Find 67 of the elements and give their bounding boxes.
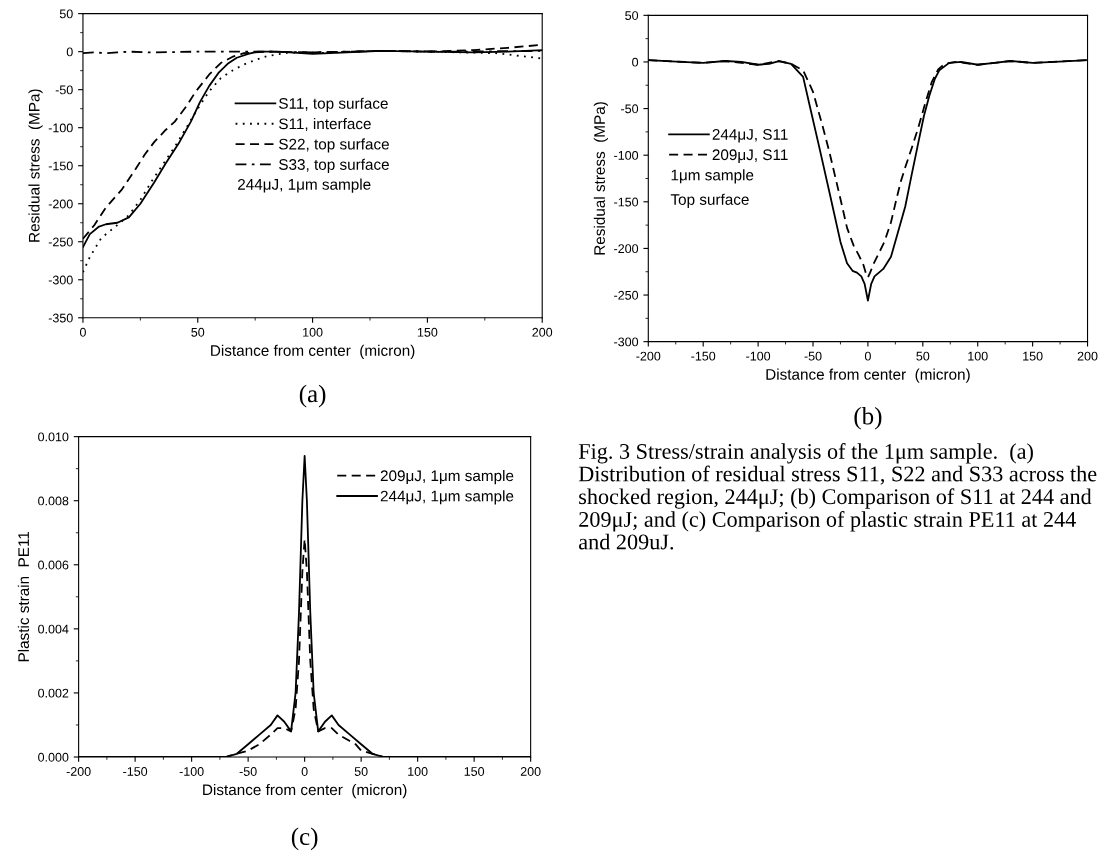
y-tick-label: 0.006 xyxy=(38,560,69,570)
x-tick-label: 0 xyxy=(864,351,871,361)
x-tick-label: 150 xyxy=(1023,351,1043,361)
x-tick-label: -50 xyxy=(804,351,822,361)
y-tick-label: 0.010 xyxy=(38,432,69,442)
legend-label: S22, top surface xyxy=(279,138,389,153)
x-tick-label: 50 xyxy=(916,351,930,361)
caption: Fig. 3 Stress/strain analysis of the 1μm sample. (a) Distribution of residual stress S11, S22 and S33 across the shocked region, 244μJ; (b) Comparison of S11 at 244 and 209μJ; and (c) Comparison of plastic strain PE11 at 244 and 209uJ. xyxy=(578,443,1097,550)
x-tick-label: 200 xyxy=(520,767,541,776)
x-axis-title: Distance from center (micron) xyxy=(203,783,407,799)
legend-label: 209μJ, 1μm sample xyxy=(380,469,514,485)
y-tick-label: -250 xyxy=(48,237,73,247)
x-tick-label: 50 xyxy=(354,767,368,776)
y-tick-label: -300 xyxy=(48,275,73,285)
annotation: Top surface xyxy=(670,193,749,208)
y-axis-title: Plastic strain PE11 xyxy=(17,531,30,662)
y-tick-label: -100 xyxy=(48,123,73,133)
text: (b) xyxy=(854,406,882,430)
annotation: 244μJ, 1μm sample xyxy=(238,178,371,193)
y-tick-label: 0.002 xyxy=(38,688,69,698)
y-tick-label: -150 xyxy=(614,197,639,207)
x-tick-label: 150 xyxy=(417,327,438,337)
y-axis-title: Residual stress (MPa) xyxy=(593,102,608,255)
y-tick-label: -150 xyxy=(48,161,73,171)
y-tick-label: -50 xyxy=(55,85,73,95)
text: (a) xyxy=(299,384,326,408)
x-tick-label: -150 xyxy=(123,767,148,776)
y-tick-label: 0 xyxy=(632,57,639,67)
y-tick-label: 50 xyxy=(59,9,73,19)
x-tick-label: 200 xyxy=(1077,351,1098,361)
x-tick-label: 100 xyxy=(408,767,428,776)
x-tick-label: 200 xyxy=(532,327,553,337)
y-tick-label: -250 xyxy=(614,290,639,300)
y-tick-label: 0.000 xyxy=(38,752,69,762)
x-tick-label: -50 xyxy=(239,767,257,776)
y-tick-label: 0 xyxy=(66,47,73,57)
y-tick-label: 0.008 xyxy=(38,496,69,506)
x-tick-label: -150 xyxy=(691,351,716,361)
x-tick-label: 150 xyxy=(464,767,485,776)
legend-label: 244μJ, S11 xyxy=(712,128,788,143)
x-tick-label: 50 xyxy=(191,327,205,337)
x-tick-label: -100 xyxy=(179,767,204,776)
legend-label: 244μJ, 1μm sample xyxy=(380,490,514,505)
legend-label: 209μJ, S11 xyxy=(712,149,788,163)
x-tick-label: 0 xyxy=(301,767,308,776)
y-axis-title: Residual stress (MPa) xyxy=(28,89,43,242)
x-tick-label: -200 xyxy=(66,767,91,776)
annotation: 1μm sample xyxy=(671,169,754,184)
y-tick-label: -300 xyxy=(614,337,639,347)
y-tick-label: -100 xyxy=(614,150,639,160)
y-tick-label: -350 xyxy=(48,313,73,323)
legend-label: S11, top surface xyxy=(279,97,388,112)
y-tick-label: -200 xyxy=(48,199,73,209)
y-tick-label: -50 xyxy=(621,104,639,114)
x-tick-label: 0 xyxy=(79,327,86,337)
x-tick-label: 100 xyxy=(303,327,323,337)
text: (c) xyxy=(291,827,318,851)
y-tick-label: 50 xyxy=(625,11,639,20)
x-tick-label: 100 xyxy=(968,351,988,361)
legend-label: S11, interface xyxy=(279,118,371,132)
x-axis-title: Distance from center (micron) xyxy=(766,368,970,383)
x-axis-title: Distance from center (micron) xyxy=(211,344,415,359)
y-tick-label: 0.004 xyxy=(38,624,69,634)
y-tick-label: -200 xyxy=(614,244,639,254)
legend-label: S33, top surface xyxy=(279,158,389,173)
x-tick-label: -100 xyxy=(746,351,771,361)
x-tick-label: -200 xyxy=(636,351,661,361)
